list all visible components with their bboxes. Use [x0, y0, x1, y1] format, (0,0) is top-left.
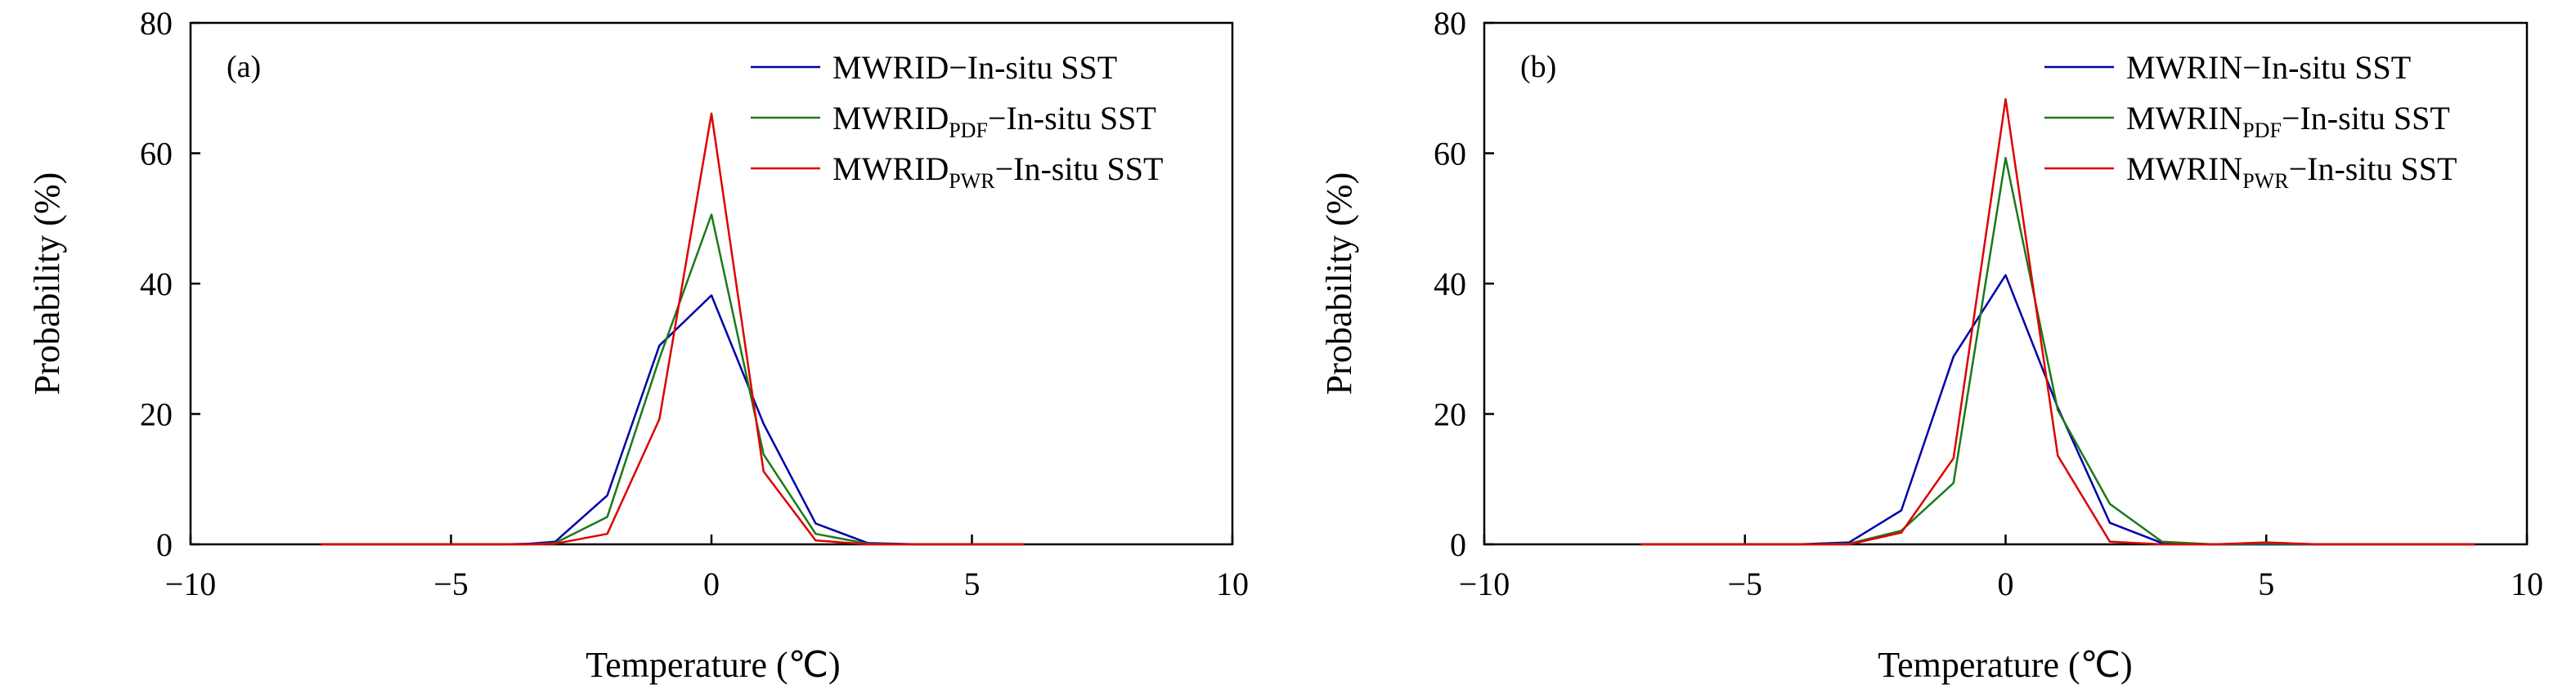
x-axis-title: Temperature (℃)	[1878, 645, 2132, 685]
y-tick-label: 40	[140, 266, 173, 302]
x-tick-label: −5	[433, 566, 469, 602]
panel-label: (b)	[1520, 50, 1556, 84]
y-axis-title: Probability (%)	[27, 172, 67, 396]
series-line-3	[321, 112, 1025, 546]
y-tick-label: 20	[140, 396, 173, 433]
y-tick-label: 60	[1434, 136, 1466, 172]
x-tick-label: 5	[2258, 566, 2274, 602]
y-tick-label: 20	[1434, 396, 1466, 433]
legend-entry-1: MWRID−In-situ SST	[832, 49, 1117, 86]
chart-panel-b: −10 −5 0 5 10 0 20 40 60 80 Temperature (℃) Probabi…	[1319, 5, 2543, 685]
y-tick-label: 80	[1434, 5, 1466, 42]
y-axis-title: Probability (%)	[1319, 172, 1359, 396]
legend: MWRID−In-situ SST MWRIDPDF−In-situ SST MWR…	[751, 49, 1163, 193]
series-line-3	[1640, 98, 2475, 546]
x-tick-label: 0	[1998, 566, 2014, 602]
x-tick-label: 10	[2511, 566, 2543, 602]
y-tick-label: 0	[156, 526, 173, 563]
x-axis-title: Temperature (℃)	[586, 645, 840, 685]
legend-entry-1: MWRIN−In-situ SST	[2126, 49, 2411, 86]
legend-entry-2: MWRINPDF−In-situ SST	[2126, 100, 2450, 142]
series-line-1	[321, 294, 1025, 546]
x-tick-label: −5	[1727, 566, 1762, 602]
panel-label: (a)	[227, 50, 261, 84]
y-tick-label: 40	[1434, 266, 1466, 302]
x-tick-label: −10	[165, 566, 217, 602]
legend-entry-3: MWRIDPWR−In-situ SST	[832, 150, 1163, 193]
legend-entry-3: MWRINPWR−In-situ SST	[2126, 150, 2457, 193]
series-line-2	[1640, 156, 2475, 546]
legend: MWRIN−In-situ SST MWRINPDF−In-situ SST MWR…	[2044, 49, 2457, 193]
x-tick-label: −10	[1459, 566, 1510, 602]
y-tick-label: 60	[140, 136, 173, 172]
chart-panel-a: −10 −5 0 5 10 0 20 40 60 80 Temperature (℃) Probabi…	[27, 5, 1249, 685]
y-tick-label: 0	[1450, 526, 1466, 563]
y-tick-label: 80	[140, 5, 173, 42]
x-tick-label: 0	[703, 566, 720, 602]
x-tick-label: 5	[964, 566, 981, 602]
series-line-2	[321, 213, 1025, 546]
x-tick-label: 10	[1216, 566, 1249, 602]
legend-entry-2: MWRIDPDF−In-situ SST	[832, 100, 1156, 142]
